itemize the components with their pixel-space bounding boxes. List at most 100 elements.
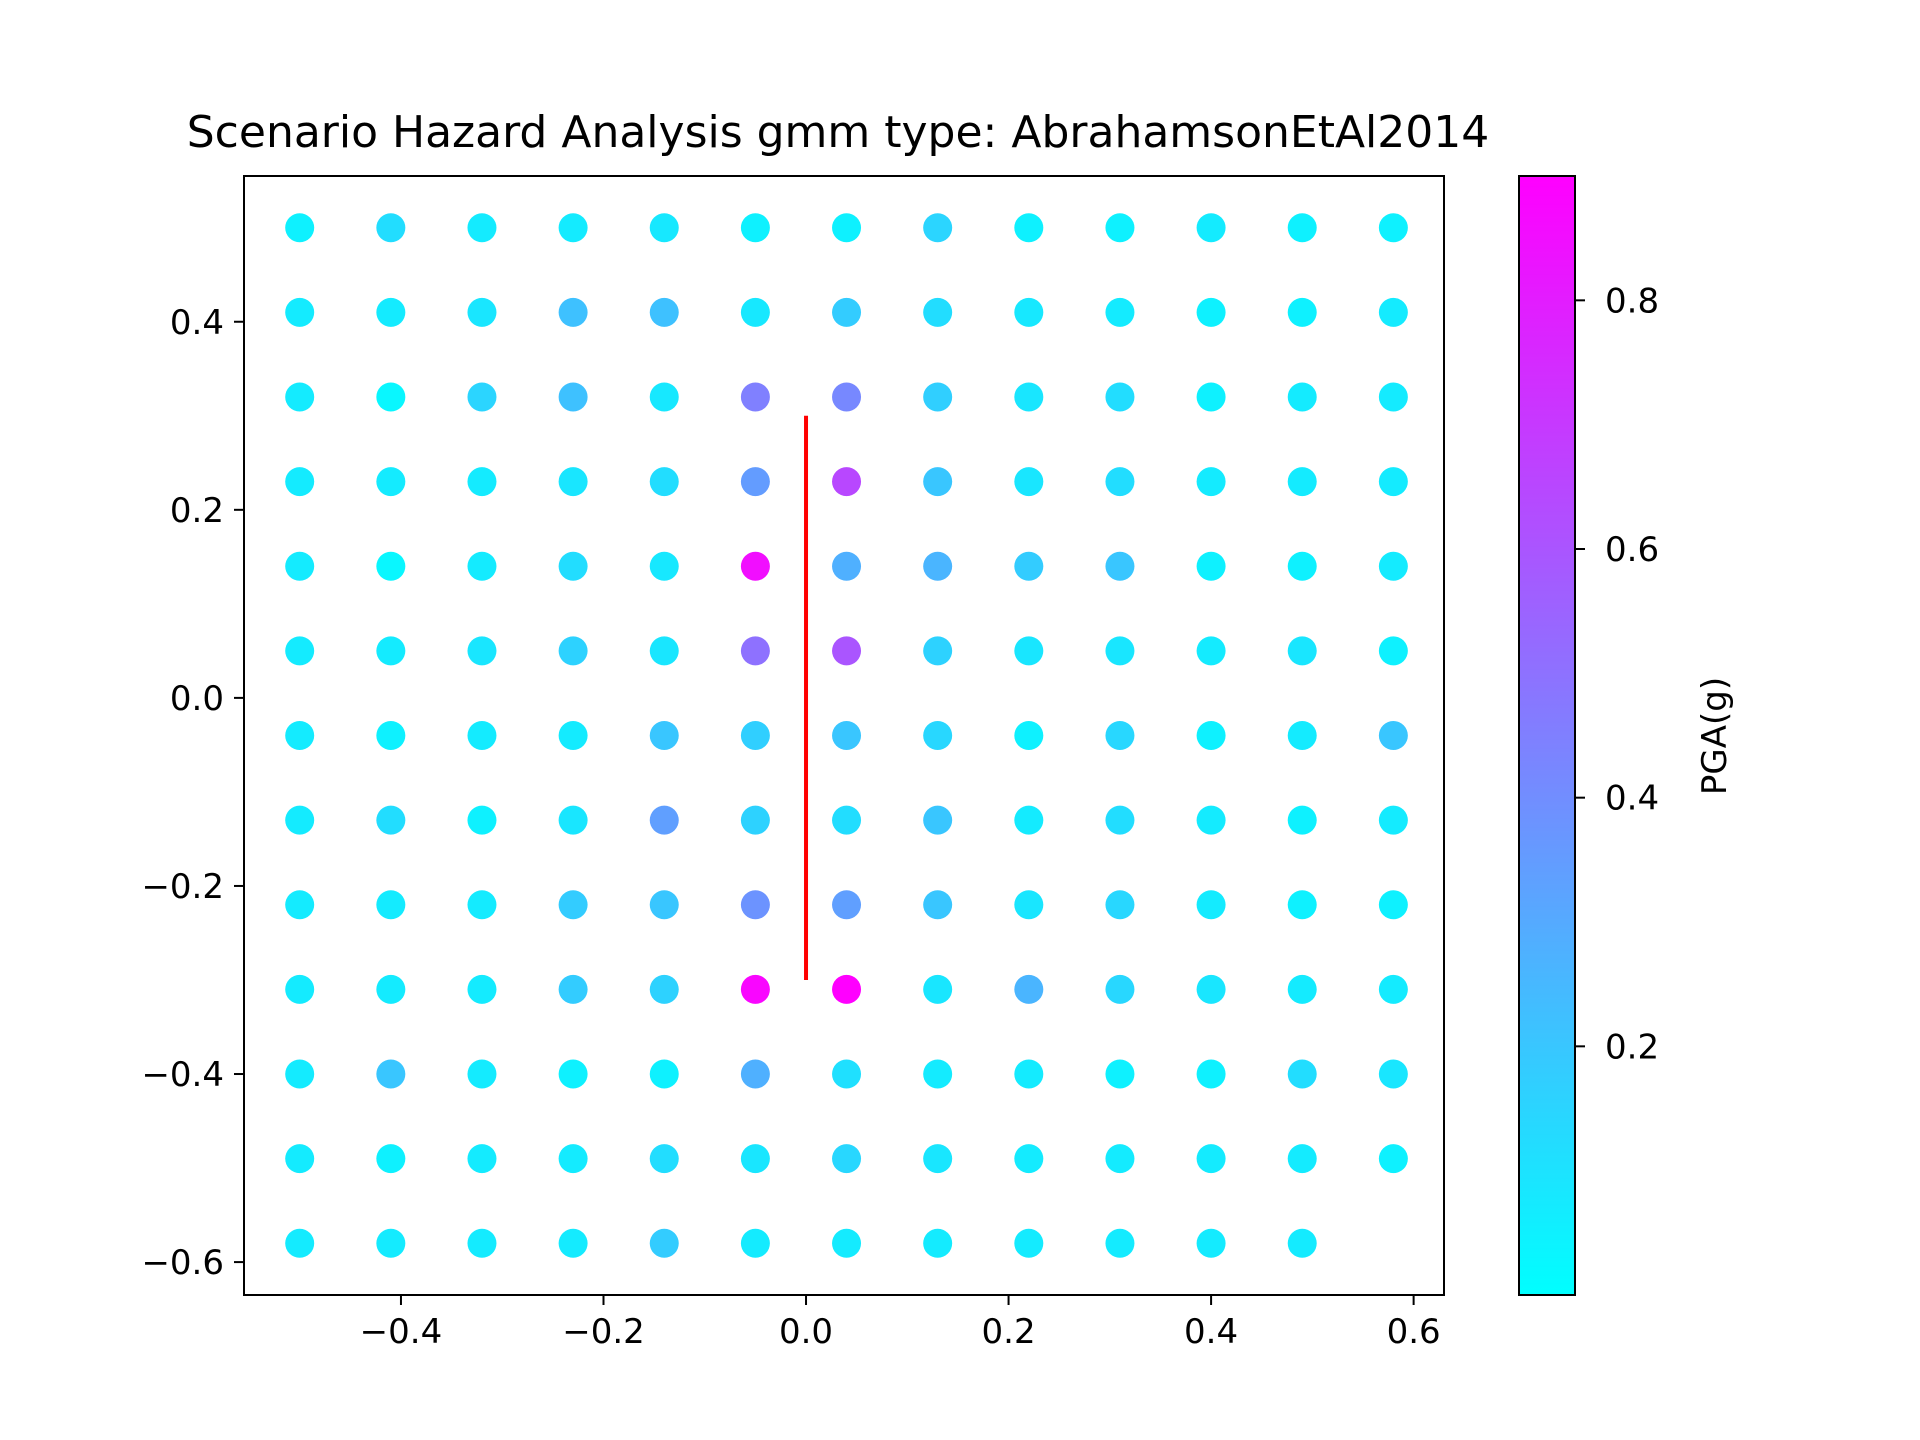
data-point (376, 1144, 406, 1174)
data-point (1196, 1144, 1226, 1174)
data-point (1196, 1228, 1226, 1258)
data-point (832, 213, 862, 243)
data-point (1287, 551, 1317, 581)
data-point (740, 721, 770, 750)
data-point (649, 805, 679, 835)
data-point (923, 1144, 953, 1174)
data-point (1014, 890, 1044, 920)
colorbar-tick-label: 0.8 (1605, 281, 1659, 321)
data-point (649, 1144, 679, 1174)
data-point (467, 551, 497, 581)
data-point (285, 1059, 315, 1089)
chart-title: Scenario Hazard Analysis gmm type: Abrah… (187, 107, 1490, 158)
colorbar-tick-label: 0.2 (1605, 1027, 1659, 1067)
data-point (1105, 213, 1135, 243)
data-point (649, 382, 679, 412)
data-point (832, 890, 862, 920)
data-point (1105, 721, 1135, 750)
data-point (558, 636, 588, 666)
data-point (285, 213, 315, 243)
data-point (1014, 974, 1044, 1004)
data-point (1378, 636, 1408, 666)
data-point (832, 636, 862, 666)
data-point (832, 551, 862, 581)
data-point (740, 213, 770, 243)
data-point (1014, 297, 1044, 327)
data-point (649, 1059, 679, 1089)
colorbar-label: PGA(g) (1695, 677, 1735, 795)
data-point (1105, 636, 1135, 666)
data-point (740, 467, 770, 497)
data-point (923, 297, 953, 327)
data-point (558, 1144, 588, 1174)
data-point (467, 974, 497, 1004)
y-tick-label: 0.2 (170, 491, 224, 531)
data-point (923, 1059, 953, 1089)
data-point (467, 382, 497, 412)
data-point (1014, 1228, 1044, 1258)
data-point (558, 1059, 588, 1089)
data-point (649, 636, 679, 666)
data-point (1014, 805, 1044, 835)
data-point (1105, 467, 1135, 497)
data-point (1014, 467, 1044, 497)
data-point (832, 467, 862, 497)
data-point (740, 805, 770, 835)
data-point (467, 1228, 497, 1258)
data-point (1014, 551, 1044, 581)
data-point (923, 551, 953, 581)
data-point (285, 805, 315, 835)
data-point (467, 636, 497, 666)
colorbar-tick-label: 0.6 (1605, 530, 1659, 570)
data-point (832, 297, 862, 327)
data-point (376, 890, 406, 920)
data-point (467, 1144, 497, 1174)
data-point (649, 551, 679, 581)
data-point (832, 1228, 862, 1258)
data-point (740, 551, 770, 581)
data-point (1014, 213, 1044, 243)
data-point (558, 890, 588, 920)
data-point (285, 467, 315, 497)
data-point (285, 297, 315, 327)
data-point (558, 382, 588, 412)
data-point (923, 1228, 953, 1258)
data-point (649, 1228, 679, 1258)
y-tick-label: 0.0 (170, 679, 224, 719)
data-point (1378, 721, 1408, 750)
data-point (923, 805, 953, 835)
data-point (1287, 467, 1317, 497)
data-point (1196, 805, 1226, 835)
data-point (740, 974, 770, 1004)
data-point (376, 974, 406, 1004)
data-point (467, 805, 497, 835)
data-point (1014, 721, 1044, 750)
colorbar-gradient (1518, 175, 1576, 1296)
colorbar-tick-label: 0.4 (1605, 779, 1659, 819)
data-point (285, 890, 315, 920)
data-point (1378, 297, 1408, 327)
data-point (1378, 1059, 1408, 1089)
data-point (649, 297, 679, 327)
data-point (1287, 213, 1317, 243)
data-point (740, 382, 770, 412)
data-point (285, 636, 315, 666)
data-point (649, 721, 679, 750)
y-tick-label: −0.2 (141, 867, 224, 907)
data-point (1378, 467, 1408, 497)
data-point (558, 551, 588, 581)
data-point (1196, 1059, 1226, 1089)
data-point (376, 213, 406, 243)
x-tick-label: 0.0 (779, 1312, 833, 1352)
data-point (1287, 805, 1317, 835)
data-point (558, 467, 588, 497)
data-point (376, 551, 406, 581)
data-point (376, 382, 406, 412)
data-point (649, 467, 679, 497)
data-point (1196, 382, 1226, 412)
colorbar: 0.2 0.4 0.6 0.8 PGA(g) (1518, 175, 1735, 1296)
data-point (1196, 974, 1226, 1004)
data-point (740, 890, 770, 920)
data-point (649, 890, 679, 920)
data-point (558, 297, 588, 327)
